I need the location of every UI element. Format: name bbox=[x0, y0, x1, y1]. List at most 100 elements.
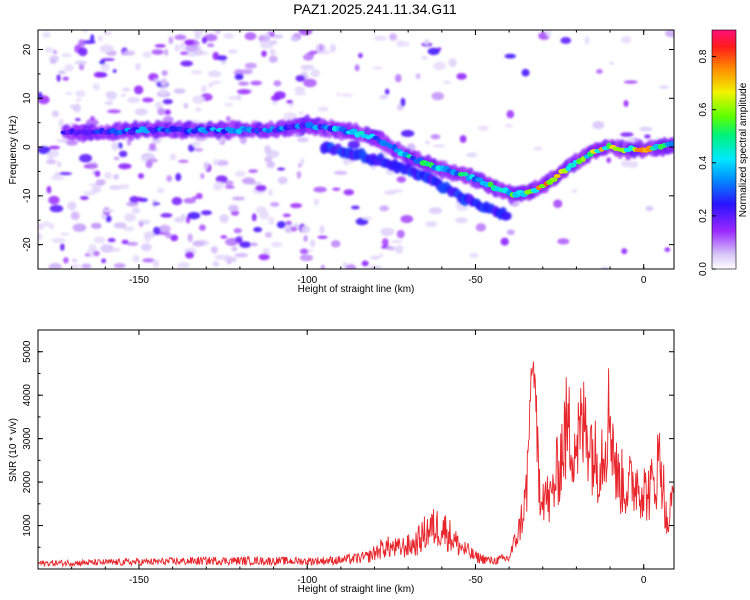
spectrogram-noise-cell bbox=[433, 61, 446, 71]
spectrogram-ridge-cell bbox=[357, 130, 365, 136]
spectrogram-noise-cell bbox=[72, 103, 81, 113]
spectrogram-noise-cell bbox=[83, 164, 91, 169]
spectrogram-noise-cell bbox=[93, 250, 100, 257]
spectrogram-noise-cell bbox=[299, 254, 314, 262]
spectrogram-noise-cell bbox=[100, 243, 114, 253]
spectrogram-noise-cell bbox=[117, 142, 123, 149]
spectrogram-noise-cell bbox=[432, 144, 446, 148]
spectrogram-noise-cell bbox=[379, 94, 388, 100]
spectrogram-noise-cell bbox=[268, 55, 278, 63]
spectrogram-noise-cell bbox=[134, 108, 148, 116]
spectrogram-noise-cell bbox=[263, 35, 271, 42]
spectrogram-noise-cell bbox=[400, 129, 415, 138]
spectrogram-noise-cell bbox=[342, 262, 348, 268]
spectrogram-noise-cell bbox=[104, 100, 114, 106]
spectrogram-noise-cell bbox=[193, 49, 205, 56]
spectrogram-noise-cell bbox=[160, 213, 173, 218]
spectrogram-noise-cell bbox=[83, 40, 96, 44]
spectrogram-noise-cell bbox=[396, 229, 405, 239]
spectrogram-noise-cell bbox=[102, 31, 112, 36]
spectrogram-noise-cell bbox=[46, 185, 52, 194]
spectrogram-noise-cell bbox=[82, 30, 88, 34]
spectrogram-noise-cell bbox=[380, 227, 395, 236]
spectrogram-noise-cell bbox=[124, 213, 136, 222]
spectrogram-noise-cell bbox=[294, 86, 305, 93]
spectrogram-noise-cell bbox=[343, 158, 349, 166]
spectrogram-noise-cell bbox=[104, 171, 112, 180]
spectrogram-noise-cell bbox=[63, 257, 69, 264]
spectrogram-noise-cell bbox=[297, 163, 302, 168]
spectrogram-noise-cell bbox=[170, 234, 179, 242]
spectrogram-noise-cell bbox=[425, 140, 430, 145]
spectrogram-noise-cell bbox=[389, 33, 398, 41]
spectrogram-noise-cell bbox=[308, 50, 319, 54]
spectrogram-noise-cell bbox=[120, 93, 126, 97]
spectrogram-noise-cell bbox=[276, 167, 286, 171]
spectrogram-noise-cell bbox=[192, 240, 205, 247]
spectrogram-noise-cell bbox=[169, 153, 177, 161]
spectrogram-noise-cell bbox=[261, 50, 267, 57]
spectrogram-noise-cell bbox=[100, 62, 110, 72]
spectrogram-noise-cell bbox=[220, 235, 228, 239]
spectrogram-noise-cell bbox=[592, 121, 605, 130]
spectrogram-noise-cell bbox=[135, 62, 141, 71]
spectrogram-noise-cell bbox=[206, 43, 215, 48]
spectrogram-noise-cell bbox=[386, 246, 396, 251]
spectrogram-ridge-core bbox=[60, 121, 674, 198]
spectrogram-noise-cell bbox=[400, 215, 414, 224]
spectrogram-noise-cell bbox=[424, 38, 430, 46]
spectrogram-ridge-cell bbox=[475, 177, 484, 183]
spectrogram-noise-cell bbox=[310, 69, 320, 78]
spectrogram-noise-cell bbox=[270, 201, 280, 207]
spectrogram-noise-cell bbox=[187, 211, 201, 220]
spectrogram-noise-cell bbox=[80, 195, 89, 201]
spectrogram-branch-cell bbox=[503, 211, 512, 221]
spectrogram-noise-cell bbox=[195, 193, 203, 200]
spectrogram-noise-cell bbox=[286, 99, 294, 104]
spectrogram-y-tick-label: 10 bbox=[22, 92, 33, 104]
spectrogram-noise-cell bbox=[90, 34, 95, 42]
spectrogram-noise-cell bbox=[112, 69, 117, 73]
spectrogram-noise-cell bbox=[67, 201, 77, 211]
spectrogram-noise-cell bbox=[606, 157, 612, 164]
spectrogram-noise-cell bbox=[183, 197, 196, 204]
spectrogram-noise-cell bbox=[154, 44, 166, 48]
spectrogram-noise-cell bbox=[234, 170, 246, 177]
spectrogram-noise-cell bbox=[253, 226, 263, 233]
spectrogram-noise-cell bbox=[168, 36, 174, 45]
spectrogram-noise-cell bbox=[623, 100, 629, 107]
spectrogram-noise-cell bbox=[212, 187, 221, 191]
spectrogram-noise-cell bbox=[283, 112, 297, 121]
spectrogram-noise-cell bbox=[113, 156, 120, 161]
spectrogram-ridge-cell bbox=[460, 172, 469, 177]
snr-axes: -150 -100 -50 0 1000 2000 3000 4000 5000 bbox=[22, 329, 674, 586]
spectrogram-noise-cell bbox=[234, 253, 249, 258]
spectrogram-noise-cell bbox=[101, 258, 107, 264]
snr-x-tick-label: -150 bbox=[129, 575, 149, 586]
spectrogram-noise-cell bbox=[49, 58, 57, 65]
spectrogram-ridge-cell bbox=[567, 162, 577, 168]
spectrogram-noise-cell bbox=[164, 109, 172, 116]
spectrogram-noise-cell bbox=[421, 55, 428, 60]
spectrogram-noise-cell bbox=[95, 179, 106, 186]
spectrogram-noise-cell bbox=[137, 196, 143, 202]
spectrogram-noise-cell bbox=[145, 160, 153, 169]
spectrogram-noise-cell bbox=[475, 223, 487, 232]
spectrogram-noise-cell bbox=[228, 95, 239, 100]
snr-y-tick-label: 5000 bbox=[22, 340, 33, 363]
spectrogram-noise-cell bbox=[271, 34, 284, 39]
spectrogram-noise-cell bbox=[177, 261, 191, 269]
snr-x-tick-label: -100 bbox=[297, 575, 317, 586]
spectrogram-noise-cell bbox=[199, 224, 206, 231]
spectrogram-noise-cell bbox=[466, 152, 478, 158]
spectrogram-noise-cell bbox=[48, 195, 60, 205]
snr-y-label: SNR (10 * v/v) bbox=[8, 418, 19, 482]
spectrogram-noise-cell bbox=[49, 204, 64, 213]
spectrogram-noise-cell bbox=[621, 248, 628, 255]
spectrogram-x-tick-label: -100 bbox=[297, 275, 317, 286]
spectrogram-noise-cell bbox=[361, 260, 369, 267]
spectrogram-noise-cell bbox=[161, 70, 168, 76]
spectrogram-noise-cell bbox=[71, 258, 78, 263]
